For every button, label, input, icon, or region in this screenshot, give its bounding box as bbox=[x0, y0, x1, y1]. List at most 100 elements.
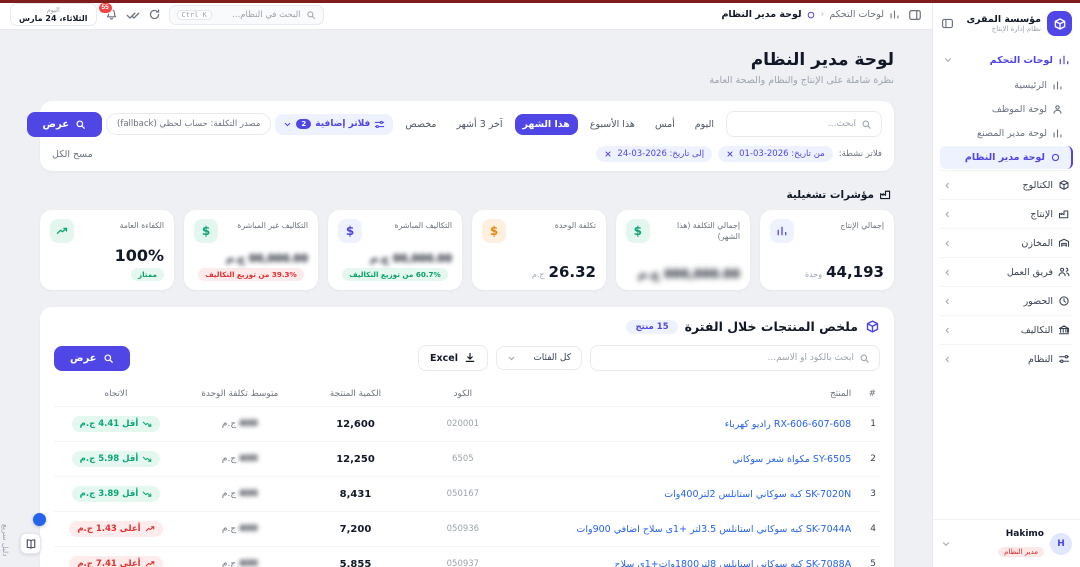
chip-yesterday[interactable]: أمس bbox=[647, 114, 683, 135]
products-title: ملخص المنتجات خلال الفترة bbox=[684, 319, 858, 334]
sidebar-item-employee-dashboard[interactable]: لوحة الموظف bbox=[940, 98, 1073, 121]
package-icon bbox=[1054, 17, 1065, 30]
breadcrumb-separator: ‹ bbox=[820, 9, 825, 20]
table-row[interactable]: 2 SY-6505 مكواة شعر سوكاني 6505 12,250 4… bbox=[54, 441, 880, 477]
chip-last-3-months[interactable]: آخر 3 أشهر bbox=[448, 114, 510, 135]
filter-search-input[interactable] bbox=[736, 119, 856, 129]
kpi-title: الكفاءة العامة bbox=[119, 221, 164, 230]
kpi-badge: 60.7% من توزيع التكاليف bbox=[342, 268, 448, 281]
kpi-masked-value: 00,000.00 ج.م bbox=[225, 253, 308, 265]
global-search-input[interactable] bbox=[216, 9, 301, 20]
chevron-down-icon bbox=[508, 356, 515, 360]
refresh-button[interactable] bbox=[148, 8, 161, 21]
kpi-unit: وحدة bbox=[804, 270, 823, 279]
chip-this-week[interactable]: هذا الأسبوع bbox=[582, 114, 643, 135]
sidebar-item-team[interactable]: فريق العمل bbox=[940, 257, 1073, 286]
app-logo bbox=[1047, 11, 1072, 36]
sidebar-item-system-admin-dashboard[interactable]: لوحة مدير النظام bbox=[940, 146, 1073, 169]
sidebar-item-label: فريق العمل bbox=[1006, 266, 1053, 278]
sidebar-toggle-button[interactable] bbox=[908, 8, 922, 22]
trend-badge: أقل 4.41 ج.م bbox=[71, 416, 161, 432]
chip-custom[interactable]: مخصص bbox=[397, 114, 444, 135]
product-link[interactable]: SK-7044A كبه سوكاني استانلس 3.5لتر +1ى س… bbox=[516, 511, 856, 547]
sidebar-item-warehouses[interactable]: المخازن bbox=[940, 228, 1073, 257]
notifications-button[interactable]: 55 bbox=[97, 2, 118, 21]
trending-down-icon bbox=[142, 491, 152, 497]
sidebar-item-label: الإنتاج bbox=[1030, 208, 1053, 220]
user-name: Hakimo bbox=[1005, 529, 1044, 539]
chevron-down-icon bbox=[943, 55, 953, 65]
sidebar-item-production[interactable]: الإنتاج bbox=[940, 199, 1073, 228]
sidebar-item-label: لوحة مدير النظام bbox=[964, 152, 1045, 163]
trending-up-icon bbox=[145, 561, 154, 567]
product-link[interactable]: SY-6505 مكواة شعر سوكاني bbox=[516, 441, 856, 477]
refresh-icon bbox=[149, 9, 159, 20]
global-search[interactable]: Ctrl K bbox=[168, 4, 324, 25]
product-link[interactable]: SK-7088A كبه سوكاني استانلس 8لتر1800وات+… bbox=[516, 546, 856, 567]
sidebar-item-system[interactable]: النظام bbox=[940, 344, 1073, 373]
sidebar-item-label: لوحة مدير المصنع bbox=[977, 128, 1047, 139]
products-search-input[interactable] bbox=[600, 353, 854, 363]
dollar-icon: $ bbox=[482, 219, 506, 243]
chip-today[interactable]: اليوم bbox=[687, 114, 722, 135]
top-accent-bar bbox=[0, 0, 1080, 3]
chip-this-month[interactable]: هذا الشهر bbox=[514, 113, 578, 135]
clear-all-button[interactable]: مسح الكل bbox=[52, 148, 93, 160]
table-row[interactable]: 4 SK-7044A كبه سوكاني استانلس 3.5لتر +1ى… bbox=[54, 511, 880, 547]
kpi-section-label: مؤشرات تشغيلية bbox=[42, 188, 892, 201]
nav-group-dashboards[interactable]: لوحات التحكم bbox=[940, 47, 1073, 73]
bank-icon bbox=[1058, 325, 1070, 335]
table-row[interactable]: 3 SK-7020N كبه سوكاني استانلس 2لتر400وات… bbox=[54, 476, 880, 512]
keyboard-shortcut-badge: Ctrl K bbox=[176, 9, 212, 20]
chevron-down-icon bbox=[285, 122, 291, 126]
sidebar-item-home[interactable]: الرئيسية bbox=[940, 74, 1073, 97]
extra-filters-count-badge: 2 bbox=[296, 119, 312, 129]
export-excel-button[interactable]: Excel bbox=[418, 345, 488, 371]
sidebar-item-factory-manager-dashboard[interactable]: لوحة مدير المصنع bbox=[940, 122, 1073, 145]
sidebar-header: مؤسسة المقرى نظام إدارة الإنتاج bbox=[933, 4, 1080, 45]
apply-filters-button[interactable]: عرض bbox=[26, 111, 103, 137]
sidebar-item-catalog[interactable]: الكتالوج bbox=[940, 170, 1073, 199]
mark-all-read-button[interactable] bbox=[126, 8, 140, 22]
sidebar-item-attendance[interactable]: الحضور bbox=[940, 286, 1073, 315]
search-icon bbox=[306, 10, 315, 19]
product-link[interactable]: SK-7020N كبه سوكاني استانلس 2لتر400وات bbox=[516, 476, 856, 512]
bar-chart-icon bbox=[1059, 55, 1069, 65]
products-table: # المنتج الكود الكمية المنتجة متوسط تكلف… bbox=[54, 382, 880, 567]
kpi-title: إجمالي الإنتاج bbox=[840, 221, 884, 230]
breadcrumb-section[interactable]: لوحات التحكم bbox=[829, 9, 884, 20]
sidebar-item-costs[interactable]: التكاليف bbox=[940, 315, 1073, 344]
sidebar-item-label: الرئيسية bbox=[1014, 80, 1047, 91]
table-row[interactable]: 5 SK-7088A كبه سوكاني استانلس 8لتر1800وا… bbox=[54, 546, 880, 567]
kpi-card-unit-cost: تكلفة الوحدة $ 26.32 ج.م bbox=[472, 210, 606, 290]
table-row[interactable]: 1 RX-606-607-608 راديو كهرباء 020001 12,… bbox=[54, 406, 880, 442]
sidebar-collapse-button[interactable] bbox=[941, 17, 954, 30]
nav-group-label: لوحات التحكم bbox=[989, 54, 1053, 66]
user-block: Hakimo مدير النظام bbox=[998, 529, 1044, 558]
date-from-chip: من تاريخ: 2026-03-01 bbox=[718, 146, 833, 162]
chevron-left-icon bbox=[943, 239, 952, 248]
org-block: مؤسسة المقرى نظام إدارة الإنتاج bbox=[966, 14, 1041, 33]
search-icon bbox=[76, 119, 85, 129]
user-menu[interactable]: H Hakimo مدير النظام bbox=[933, 519, 1080, 567]
kpi-card-indirect-costs: التكاليف غير المباشرة $ 00,000.00 ج.م 39… bbox=[184, 210, 318, 290]
column-quantity: الكمية المنتجة bbox=[329, 389, 382, 399]
org-subtitle: نظام إدارة الإنتاج bbox=[991, 25, 1041, 34]
products-search[interactable] bbox=[590, 345, 880, 371]
filter-search[interactable] bbox=[726, 111, 882, 137]
close-icon[interactable] bbox=[604, 150, 612, 158]
quick-guide-button[interactable] bbox=[20, 533, 41, 554]
active-filters-label: فلاتر نشطة: bbox=[838, 149, 882, 159]
extra-filters-button[interactable]: فلاتر إضافية 2 bbox=[275, 113, 394, 135]
trend-badge: أعلى 1.43 ج.م bbox=[69, 521, 163, 537]
product-link[interactable]: RX-606-607-608 راديو كهرباء bbox=[516, 406, 856, 442]
category-select[interactable]: كل الفئات bbox=[496, 346, 582, 370]
factory-icon bbox=[1058, 210, 1069, 219]
products-header: ملخص المنتجات خلال الفترة 15 منتج bbox=[54, 319, 880, 334]
bar-chart-icon bbox=[1053, 81, 1062, 90]
factory-icon bbox=[880, 190, 891, 200]
chevron-left-icon bbox=[943, 268, 952, 277]
chevron-left-icon bbox=[943, 355, 952, 364]
close-icon[interactable] bbox=[726, 150, 734, 158]
products-view-button[interactable]: عرض bbox=[54, 345, 130, 371]
